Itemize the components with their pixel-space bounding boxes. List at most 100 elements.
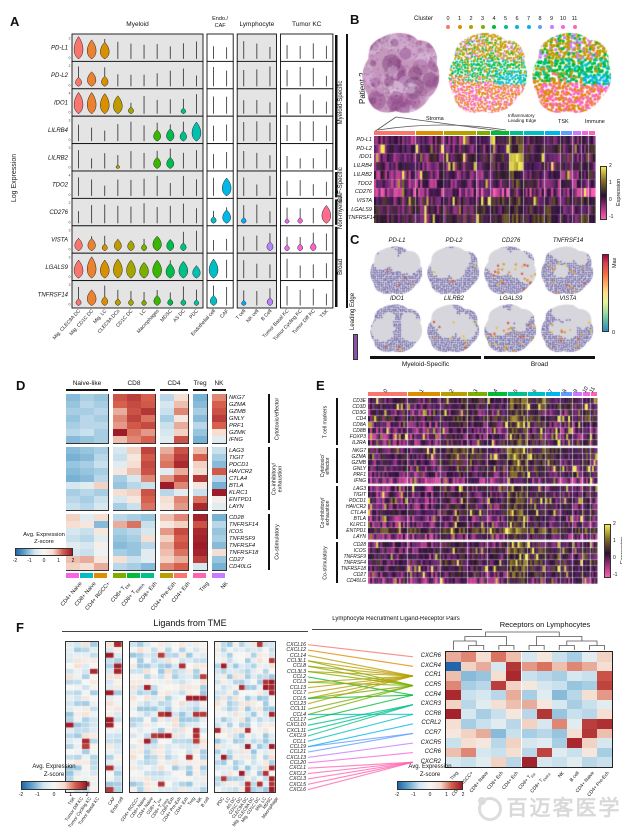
receptor-label: CXCR2 bbox=[420, 758, 441, 765]
heatmap-cell bbox=[141, 549, 155, 556]
right-heatmap-cell bbox=[446, 747, 462, 758]
row-gene-label: TNFRSF4 bbox=[343, 560, 367, 566]
right-heatmap-cell bbox=[506, 690, 522, 700]
heatmap-cell bbox=[127, 422, 141, 429]
heatmap-cell bbox=[193, 528, 207, 535]
svg-text:0: 0 bbox=[69, 111, 71, 115]
row-gene-label: ICOS bbox=[353, 548, 366, 554]
panel-b-annot bbox=[373, 116, 509, 133]
svg-text:LILRB2: LILRB2 bbox=[48, 155, 69, 161]
cluster-legend-dot bbox=[572, 25, 577, 29]
right-heatmap-cell bbox=[461, 699, 477, 710]
row-group-label: Co-inhibitory/ exhaustion bbox=[319, 497, 331, 529]
heatmap-cell bbox=[212, 556, 226, 563]
heatmap-cell bbox=[193, 447, 207, 454]
svg-text:LGALS9: LGALS9 bbox=[45, 265, 68, 271]
heatmap-cluster-strip-segment bbox=[581, 131, 589, 135]
col-group-header: Naive-like bbox=[72, 380, 102, 387]
row-group-label: Co-stimulatory bbox=[322, 546, 329, 580]
feature-plot-title: LILRB2 bbox=[443, 296, 464, 302]
right-heatmap-cell bbox=[521, 690, 537, 700]
right-heatmap-cell bbox=[536, 671, 552, 681]
cluster-legend-dot bbox=[503, 25, 508, 29]
cluster-legend-id: 9 bbox=[549, 16, 554, 22]
heatmap-cell bbox=[212, 528, 226, 535]
svg-text:TDO2: TDO2 bbox=[52, 183, 69, 189]
heatmap-row-gene-label: TDO2 bbox=[357, 180, 372, 187]
colorbar-tick: 1 bbox=[57, 558, 60, 564]
svg-text:Myeloid: Myeloid bbox=[126, 21, 149, 28]
heatmap-cell bbox=[113, 447, 127, 454]
ligand-label: CCL4 bbox=[292, 711, 306, 718]
ligand-label: CXCL12 bbox=[286, 647, 306, 654]
cluster-strip-segment bbox=[573, 392, 583, 396]
right-heatmap-cell bbox=[597, 690, 613, 700]
right-heatmap-cell bbox=[566, 738, 582, 748]
right-heatmap-cell bbox=[446, 652, 462, 662]
row-group-label: T cell markers bbox=[322, 405, 329, 439]
heatmap-cell bbox=[94, 429, 108, 436]
cluster-legend-dot bbox=[480, 25, 485, 29]
right-heatmap-cell bbox=[581, 738, 597, 748]
heatmap-cell bbox=[113, 408, 127, 415]
heatmap-cell bbox=[160, 489, 174, 496]
row-gene-label: CD3D bbox=[352, 404, 366, 410]
heatmap-cell bbox=[193, 429, 207, 436]
cluster-legend-dot bbox=[515, 25, 519, 29]
heatmap-cell bbox=[80, 429, 94, 436]
right-heatmap-cell bbox=[597, 652, 613, 662]
right-heatmap-cell bbox=[597, 738, 613, 748]
heatmap-cell bbox=[212, 468, 226, 475]
col-color-strip bbox=[174, 573, 187, 578]
cluster-strip-segment bbox=[440, 392, 468, 396]
heatmap-cluster-strip-segment bbox=[509, 131, 523, 135]
left-heatmap-block-canvas bbox=[130, 642, 207, 792]
heatmap-cell bbox=[141, 528, 155, 535]
svg-text:Myeloid-Specific: Myeloid-Specific bbox=[338, 81, 344, 125]
right-heatmap-cell bbox=[581, 719, 597, 729]
right-heatmap-cell bbox=[551, 719, 567, 729]
heatmap-cell bbox=[212, 436, 226, 443]
heatmap-cell bbox=[160, 528, 174, 535]
right-heatmap-cell bbox=[476, 680, 492, 691]
cluster-legend-dot bbox=[561, 25, 565, 29]
heatmap-row-gene-label: PD-L2 bbox=[356, 145, 372, 152]
row-gene-label: PRF1 bbox=[229, 422, 244, 429]
heatmap-cell bbox=[212, 542, 226, 549]
heatmap-cell bbox=[160, 408, 174, 415]
cluster-legend-id: 8 bbox=[538, 16, 542, 22]
right-heatmap-cell bbox=[491, 680, 507, 691]
right-heatmap-cell bbox=[506, 661, 522, 672]
heatmap-cell bbox=[141, 503, 155, 510]
ligand-receptor-lines bbox=[307, 644, 414, 791]
colorbar-tick: 0 bbox=[42, 558, 46, 564]
heatmap-cell bbox=[212, 521, 226, 528]
row-gene-label: TNFRSF18 bbox=[229, 549, 259, 556]
cluster-legend-dot bbox=[549, 25, 554, 29]
feature-plot-title: VISTA bbox=[559, 296, 577, 302]
right-heatmap-cell bbox=[566, 719, 582, 729]
cluster-legend-id: 7 bbox=[526, 16, 531, 22]
right-heatmap-cell bbox=[506, 719, 522, 729]
row-group-label: Co-inhibitory/ exhaustion bbox=[271, 462, 284, 495]
cluster-legend-id: 6 bbox=[515, 16, 519, 22]
row-gene-label: CD27 bbox=[229, 556, 244, 563]
row-group-label: Cytotoxic/ effector bbox=[319, 454, 331, 478]
cluster-legend-id: 2 bbox=[469, 16, 473, 22]
svg-text:4: 4 bbox=[69, 91, 71, 95]
row-group-bar bbox=[336, 448, 338, 483]
heatmap-cell bbox=[212, 394, 226, 401]
row-gene-label: GNLY bbox=[352, 466, 366, 472]
col-color-strip bbox=[113, 573, 126, 578]
heatmap-cell bbox=[212, 489, 226, 496]
heatmap-cell bbox=[113, 535, 127, 542]
cluster-strip-segment bbox=[508, 392, 528, 396]
row-gene-label: HAVCR2 bbox=[229, 468, 253, 475]
ligand-label: CCL3L3 bbox=[286, 668, 306, 675]
heatmap-row-gene-label: PD-L1 bbox=[356, 137, 372, 143]
heatmap-cell bbox=[160, 521, 174, 528]
ligand-label: CCL23 bbox=[289, 700, 306, 707]
right-heatmap-cell bbox=[491, 671, 507, 681]
row-gene-label: BTLA bbox=[229, 482, 244, 489]
